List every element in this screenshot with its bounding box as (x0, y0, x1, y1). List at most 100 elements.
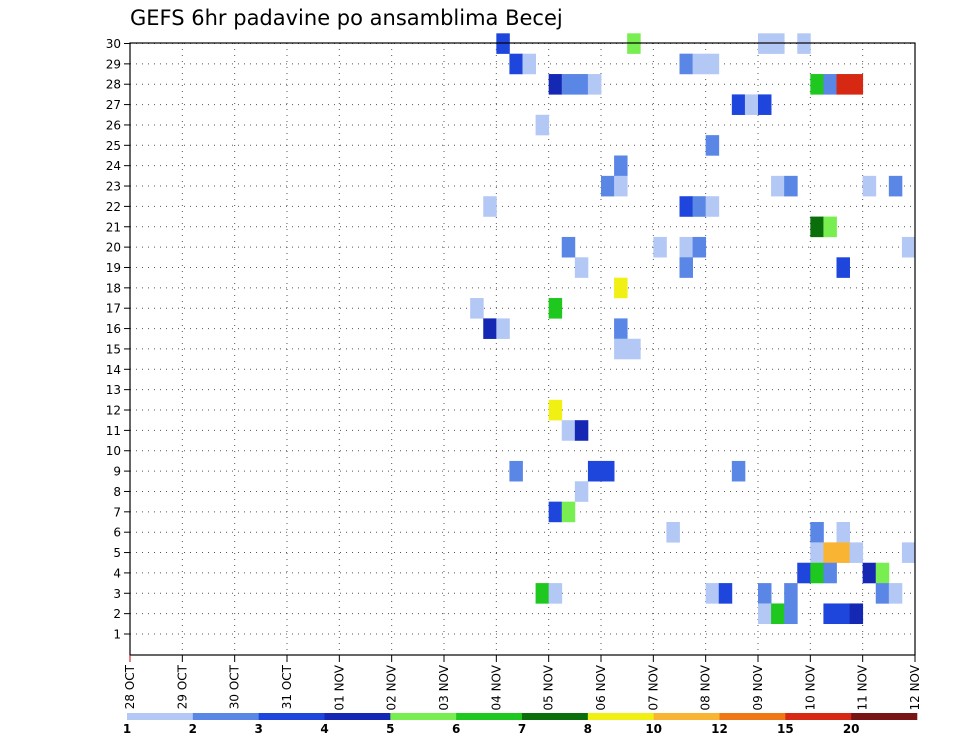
y-tick-label: 25 (106, 139, 121, 153)
x-tick-label: 03 NOV (437, 664, 451, 710)
heatmap-cell (810, 74, 824, 95)
heatmap-cell (836, 542, 850, 563)
x-tick-label: 08 NOV (699, 664, 713, 710)
heatmap-cell (548, 74, 563, 95)
y-tick-label: 9 (113, 465, 121, 479)
heatmap-cell (483, 196, 497, 217)
y-tick-label: 17 (106, 302, 121, 316)
heatmap-cell (548, 501, 563, 523)
x-tick-label: 04 NOV (489, 664, 503, 710)
y-tick-label: 6 (113, 526, 121, 540)
legend-swatch (456, 713, 523, 720)
legend-label: 3 (254, 722, 262, 736)
heatmap-cell (496, 318, 510, 339)
y-tick-label: 28 (106, 78, 121, 92)
y-tick-label: 16 (106, 322, 121, 336)
x-tick-label: 11 NOV (856, 664, 870, 710)
heatmap-cell (901, 542, 916, 563)
y-tick-label: 3 (113, 587, 121, 601)
x-tick-label: 09 NOV (751, 664, 765, 710)
y-tick-label: 23 (106, 180, 121, 194)
heatmap-cell (614, 318, 628, 339)
y-tick-label: 13 (106, 383, 121, 397)
heatmap-cell (509, 53, 523, 75)
heatmap-cell (888, 175, 903, 197)
heatmap-cell (535, 583, 550, 604)
heatmap-cell (810, 522, 824, 543)
heatmap-cell (548, 399, 563, 421)
legend-label: 7 (518, 722, 526, 736)
legend-label: 4 (320, 722, 328, 736)
x-tick-label: 30 OCT (228, 664, 242, 709)
heatmap-cell (561, 74, 576, 95)
heatmap-cell (731, 94, 746, 115)
heatmap-cell (758, 583, 772, 604)
x-tick-label: 07 NOV (646, 664, 660, 710)
legend-label: 10 (645, 722, 662, 736)
heatmap-cell (679, 236, 693, 258)
x-tick-label: 10 NOV (803, 664, 817, 710)
x-axis: 28 OCT 29 OCT 30 OCT 31 OCT 01 NOV 02 NOV 03 N… (123, 655, 922, 711)
heatmap-cell (797, 562, 811, 584)
legend-label: 2 (189, 722, 197, 736)
heatmap-cell (548, 583, 563, 604)
legend-label: 15 (777, 722, 794, 736)
heatmap-cell (666, 522, 680, 543)
heatmap-cell (705, 53, 720, 75)
heatmap-cell (771, 175, 785, 197)
heatmap-cell (548, 298, 563, 319)
heatmap-cell (901, 236, 916, 258)
heatmap-cell (823, 562, 837, 584)
cell-layer (470, 33, 916, 625)
heatmap-cell (470, 298, 484, 319)
y-tick-label: 22 (106, 200, 121, 214)
legend-label: 20 (843, 722, 860, 736)
legend-label: 12 (711, 722, 728, 736)
heatmap-cell (836, 603, 850, 625)
heatmap-cell (561, 501, 576, 523)
y-tick-label: 24 (106, 159, 121, 173)
heatmap-cell (758, 603, 772, 625)
chart-title: GEFS 6hr padavine po ansamblima Becej (130, 6, 563, 30)
heatmap-cell (731, 460, 746, 482)
heatmap-cell (614, 277, 628, 299)
heatmap-cell (836, 257, 850, 278)
heatmap-cell (692, 236, 707, 258)
heatmap-cell (875, 583, 890, 604)
legend-swatch (258, 713, 325, 720)
heatmap-cell (601, 460, 615, 482)
heatmap-cell (810, 542, 824, 563)
x-tick-label: 28 OCT (123, 664, 137, 709)
legend-swatch (653, 713, 720, 720)
heatmap-cell (862, 562, 877, 584)
heatmap-cell (522, 53, 536, 75)
y-axis: 1234567891011121314151617181920212223242… (106, 37, 130, 642)
legend: 1 2 3 4 5 6 7 8 10 12 15 20 (123, 713, 918, 736)
heatmap-cell (810, 562, 824, 584)
legend-swatch (192, 713, 259, 720)
heatmap-cell (823, 74, 837, 95)
legend-swatch (522, 713, 589, 720)
heatmap-cell (574, 257, 589, 278)
y-tick-label: 4 (113, 566, 121, 580)
legend-swatch (785, 713, 852, 720)
heatmap-cell (653, 236, 667, 258)
x-tick-label: 29 OCT (175, 664, 189, 709)
heatmap-cell (679, 53, 693, 75)
heatmap-cell (849, 603, 864, 625)
legend-swatch (851, 713, 918, 720)
heatmap-cell (771, 603, 785, 625)
legend-label: 5 (386, 722, 394, 736)
heatmap-cell (692, 196, 707, 217)
heatmap-cell (574, 74, 589, 95)
heatmap-cell (587, 460, 602, 482)
legend-label: 6 (452, 722, 460, 736)
heatmap-cell (627, 338, 641, 360)
heatmap-cell (718, 583, 733, 604)
heatmap-cell (836, 74, 850, 95)
y-tick-label: 11 (106, 424, 121, 438)
heatmap-cell (614, 338, 628, 360)
heatmap-cell (705, 583, 720, 604)
heatmap-cell (535, 114, 550, 136)
legend-label: 8 (584, 722, 592, 736)
